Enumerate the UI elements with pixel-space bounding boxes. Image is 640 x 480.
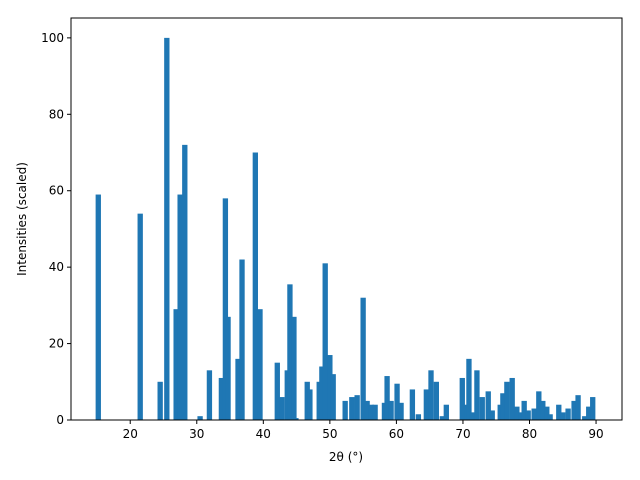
bar xyxy=(423,389,430,420)
plot-frame xyxy=(70,17,623,421)
bar xyxy=(372,404,378,420)
bar xyxy=(293,418,299,420)
x-tick-label: 90 xyxy=(588,427,603,441)
x-tick-label: 20 xyxy=(123,427,138,441)
bar xyxy=(274,362,280,420)
bar xyxy=(443,404,449,420)
bar xyxy=(364,400,370,420)
bar xyxy=(439,416,445,420)
bar xyxy=(354,395,360,420)
bar xyxy=(428,370,434,420)
bar xyxy=(330,374,336,420)
bar xyxy=(565,408,571,420)
bar xyxy=(531,408,537,420)
bar xyxy=(433,381,439,420)
bar xyxy=(415,414,422,420)
bar xyxy=(319,366,325,420)
bar xyxy=(291,316,297,420)
bar xyxy=(252,152,258,420)
x-tick-label: 50 xyxy=(322,427,337,441)
y-tick-label: 40 xyxy=(49,260,64,274)
bar xyxy=(307,389,313,420)
bar xyxy=(279,397,285,420)
bar xyxy=(547,414,553,420)
bar xyxy=(474,370,480,420)
bar xyxy=(95,194,101,420)
bar xyxy=(222,198,229,420)
bar xyxy=(459,377,465,420)
y-tick-label: 80 xyxy=(49,107,64,121)
bar xyxy=(521,400,527,420)
bar xyxy=(398,402,404,420)
bar xyxy=(466,358,472,420)
bar xyxy=(157,381,163,420)
bar xyxy=(384,376,390,420)
bar xyxy=(540,400,546,420)
x-tick-label: 30 xyxy=(189,427,204,441)
bar xyxy=(479,397,485,420)
bar xyxy=(469,412,475,420)
bar xyxy=(360,297,366,420)
bar xyxy=(485,391,491,420)
bar xyxy=(206,370,213,420)
bar xyxy=(489,410,495,420)
y-tick-label: 0 xyxy=(56,413,64,427)
x-axis-label: 2θ (°) xyxy=(329,450,363,464)
bar xyxy=(173,309,179,420)
bar xyxy=(536,391,542,420)
x-tick-label: 40 xyxy=(256,427,271,441)
bar xyxy=(560,412,566,420)
bar xyxy=(590,397,596,420)
bar xyxy=(388,400,394,420)
bar xyxy=(225,316,231,420)
bar xyxy=(239,259,245,420)
bar xyxy=(197,416,203,420)
bar xyxy=(287,284,293,420)
bar xyxy=(556,404,562,420)
x-tick-label: 70 xyxy=(455,427,470,441)
bar xyxy=(257,309,263,420)
bar xyxy=(368,404,374,420)
y-axis-label: Intensities (scaled) xyxy=(15,162,29,276)
bar xyxy=(342,400,348,420)
bar xyxy=(525,410,531,420)
y-tick-label: 100 xyxy=(41,31,64,45)
bar xyxy=(137,213,143,420)
bar xyxy=(509,377,515,420)
bar xyxy=(409,389,416,420)
bar xyxy=(394,383,400,420)
bar xyxy=(235,358,241,420)
bar xyxy=(327,355,333,420)
bar xyxy=(504,381,510,420)
bar xyxy=(575,395,581,420)
bar xyxy=(182,144,188,420)
bar xyxy=(218,377,225,420)
bar xyxy=(500,393,506,420)
bar xyxy=(514,406,520,420)
bar xyxy=(349,397,355,420)
bar xyxy=(582,416,588,420)
bar xyxy=(586,406,592,420)
y-tick-label: 20 xyxy=(49,337,64,351)
x-tick-label: 80 xyxy=(522,427,537,441)
x-tick-label: 60 xyxy=(389,427,404,441)
bar xyxy=(571,400,577,420)
bar xyxy=(177,194,183,420)
y-tick-label: 60 xyxy=(49,184,64,198)
bar xyxy=(544,406,550,420)
bar xyxy=(164,37,170,420)
bar xyxy=(518,412,524,420)
bar xyxy=(322,263,328,420)
